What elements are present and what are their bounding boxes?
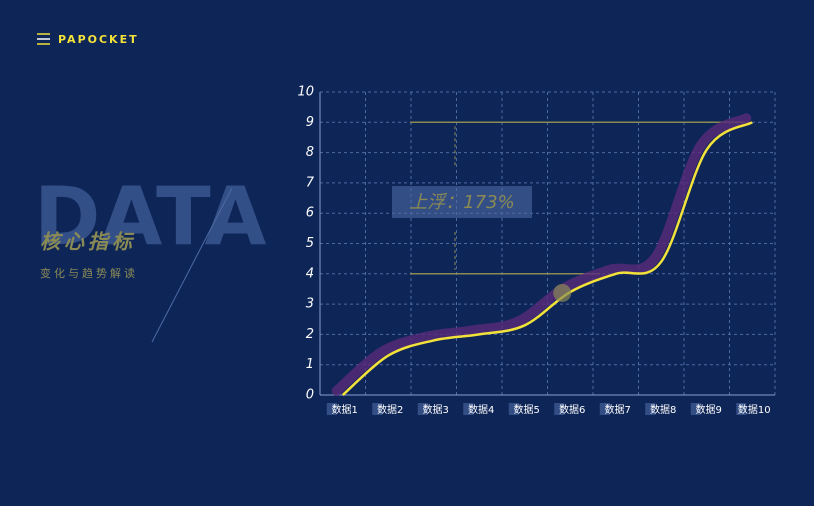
x-tick-label: 数据1 [332,403,358,416]
x-tick-label: 数据6 [559,403,585,416]
x-tick-label: 数据4 [468,403,494,416]
side-subtitle: 变化与趋势解读 [40,266,138,280]
y-tick-label: 7 [306,175,315,190]
highlight-point [553,283,572,302]
y-tick-label: 4 [306,266,314,281]
annotation-text: 上浮：173% [409,192,514,213]
divider [151,187,233,343]
x-tick-label: 数据9 [696,403,722,416]
x-tick-badge [599,403,610,415]
watermark: DATA [34,170,266,263]
x-tick-badge [508,403,519,415]
x-tick-badge [690,403,701,415]
x-tick-label: 数据2 [377,403,403,416]
x-tick-label: 数据7 [605,403,631,416]
y-tick-label: 2 [306,327,314,342]
x-tick-label: 数据8 [650,403,676,416]
x-tick-label: 数据3 [423,403,449,416]
x-tick-badge [554,403,565,415]
y-tick-label: 8 [306,145,314,160]
menu-icon [37,33,50,45]
plot: 0 1 2 3 4 5 6 7 8 9 10 数据1 数据2 数据3 数据4 数据5 数据6 数据7 数据8 数据9 数… [297,85,776,416]
y-tick-label: 1 [306,357,314,372]
side-title: 核心指标 [40,230,136,254]
y-tick-label: 10 [297,85,314,100]
line-shadow [331,113,752,396]
annotation-box [392,186,532,218]
x-tick-label: 数据5 [514,403,540,416]
x-tick-badge [645,403,656,415]
y-tick-label: 3 [306,297,314,312]
y-tick-label: 0 [306,388,314,403]
x-tick-label: 数据10 [738,403,771,416]
y-tick-label: 6 [306,206,314,221]
brand: PAPOCKET [58,33,139,46]
x-tick-badge [372,403,383,415]
x-tick-badge [326,403,337,415]
x-tick-badge [463,403,474,415]
y-tick-label: 5 [306,236,314,251]
x-tick-badge [736,403,747,415]
y-tick-label: 9 [306,115,314,130]
x-tick-badge [417,403,428,415]
